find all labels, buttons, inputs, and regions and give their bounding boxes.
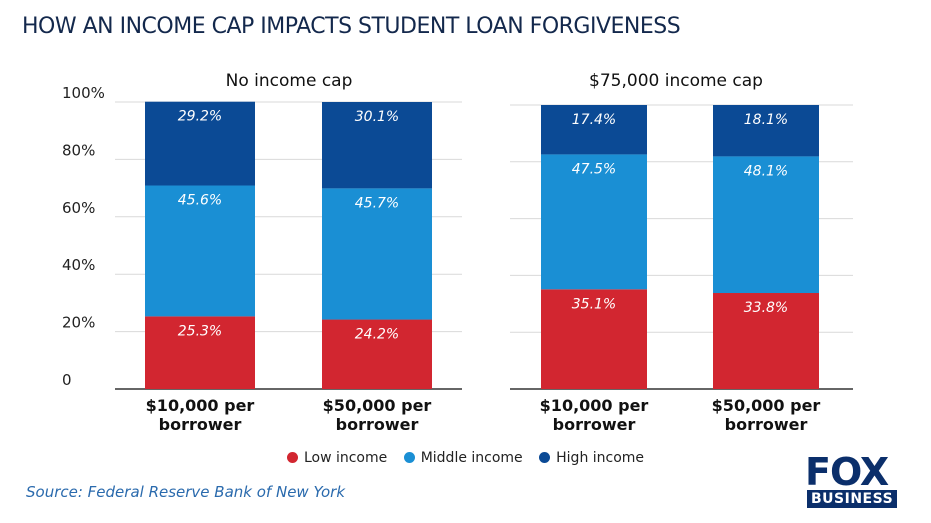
y-tick-label: 0 [62,371,72,389]
data-label-low: 33.8% [744,300,788,316]
bar-middle [322,188,432,320]
data-label-high: 29.2% [178,109,222,125]
fox-business-logo: FOX BUSINESS [805,452,919,510]
category-label: $10,000 per [540,396,649,415]
bar-low [145,316,255,389]
category-label: borrower [336,415,419,434]
data-label-middle: 47.5% [572,161,616,177]
chart-title: HOW AN INCOME CAP IMPACTS STUDENT LOAN F… [22,14,681,39]
legend-swatch-middle [403,452,415,463]
legend-swatch-low [286,452,298,463]
legend-item-low: Low income [286,450,388,466]
category-label: borrower [725,415,808,434]
panel-title: No income cap [226,71,353,91]
category-label: $10,000 per [146,396,255,415]
category-label: borrower [553,415,636,434]
data-label-middle: 48.1% [744,163,788,179]
category-label: $50,000 per [712,396,821,415]
bar-low [541,289,647,389]
bar-middle [541,154,647,290]
data-label-high: 17.4% [572,112,616,128]
y-tick-label: 100% [62,84,105,102]
data-label-low: 35.1% [572,296,616,312]
legend-label-high: High income [556,450,645,466]
logo-business-text: BUSINESS [807,490,898,508]
legend-item-high: High income [539,450,644,466]
category-label: $50,000 per [323,396,432,415]
bar-low [713,293,819,389]
y-tick-label: 40% [62,256,95,274]
bar-high [322,102,432,189]
category-label: borrower [159,415,242,434]
y-tick-label: 80% [62,141,95,159]
logo-fox-text: FOX [805,450,889,494]
legend: Low income Middle income High income [0,450,931,466]
data-label-high: 18.1% [744,112,788,128]
bar-high [713,105,819,157]
legend-label-middle: Middle income [420,450,523,466]
chart-area: 0 20% 40% 60% 80% 100% No income cap 25.3% 45.6%… [62,71,853,434]
bar-high [145,101,255,186]
data-label-high: 30.1% [355,109,399,125]
data-label-low: 24.2% [355,327,399,343]
bar-middle [145,185,255,317]
y-tick-label: 60% [62,199,95,217]
bar-low [322,319,432,389]
legend-swatch-high [539,452,551,463]
panel-title: $75,000 income cap [589,71,763,91]
data-label-middle: 45.6% [178,193,222,209]
bar-high [541,105,647,155]
data-label-middle: 45.7% [355,195,399,211]
data-label-low: 25.3% [178,323,222,339]
source-note: Source: Federal Reserve Bank of New York [26,483,346,501]
legend-label-low: Low income [303,450,388,466]
legend-item-middle: Middle income [403,450,523,466]
bar-middle [713,156,819,294]
y-tick-label: 20% [62,314,95,332]
